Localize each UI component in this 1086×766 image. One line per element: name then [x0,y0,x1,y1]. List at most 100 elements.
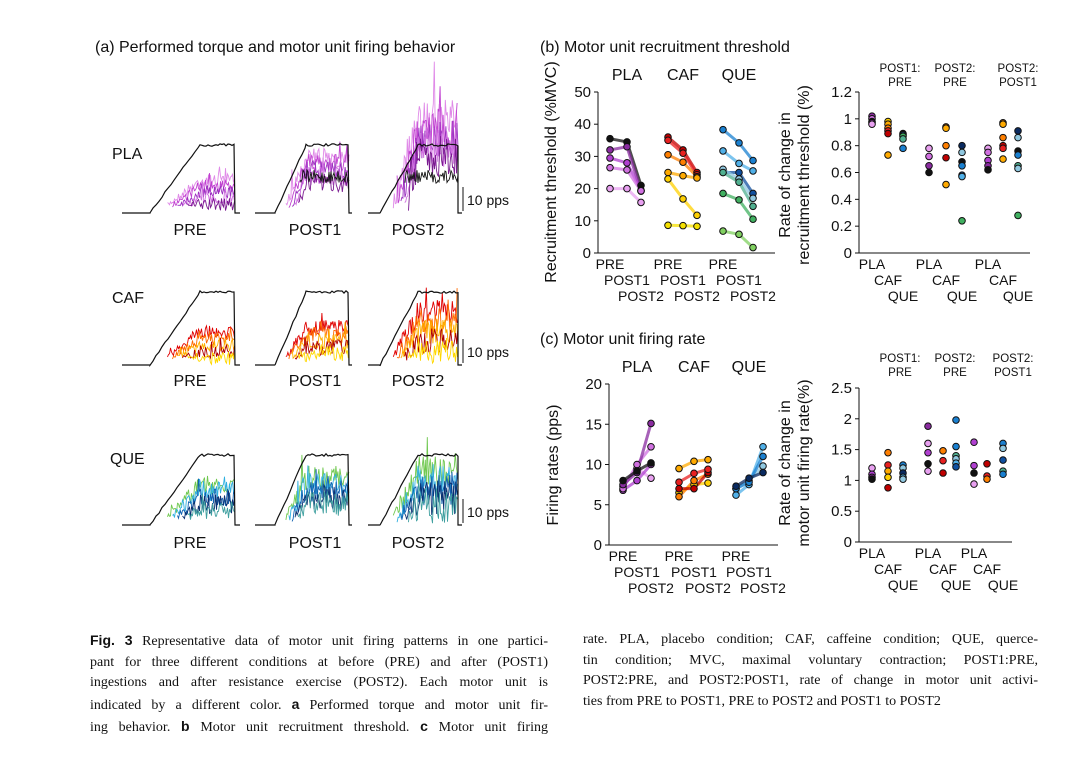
x-tick-label: PRE [654,256,683,272]
scale-bar-label: 10 pps [467,344,509,360]
data-point [999,120,1007,128]
x-tick-label: POST2 [628,580,674,596]
data-point [679,158,687,166]
data-point [749,156,757,165]
caption-line: indicated by a different color. a Perfor… [90,694,548,717]
caption-text: ingestions and after resistance exercise… [90,675,548,690]
data-point [899,475,907,483]
data-point [679,195,687,203]
caption-bold-label: b [181,718,190,734]
motor-unit-trace [404,328,459,361]
x-tick-label: CAF [929,561,957,577]
data-point [952,416,960,424]
group-header: PRE [888,77,912,89]
x-tick-label: POST1 [726,564,772,580]
data-point [999,470,1007,479]
data-point [732,482,740,491]
x-tick-label: PLA [961,545,988,561]
y-tick-label: 2.5 [831,380,852,397]
x-tick-label: POST2 [685,580,731,596]
data-point [999,144,1007,153]
data-point [868,475,876,483]
group-header: POST2: [935,353,976,365]
data-point [606,146,614,154]
data-point [970,480,978,488]
motor-unit-trace [408,136,458,211]
panel-c-title: (c) Motor unit firing rate [540,331,705,348]
data-point [939,469,947,477]
y-tick-label: 0 [583,245,591,262]
data-point [999,133,1007,142]
group-label: PLA [612,67,643,84]
caption-left-column: Fig. 3 Representative data of motor unit… [90,630,548,739]
group-header: POST1: [880,63,921,75]
data-point [924,448,932,457]
group-label: QUE [722,67,757,84]
y-tick-label: 20 [585,376,602,393]
data-point [952,463,960,471]
y-tick-label: 20 [574,181,591,198]
data-point [693,211,701,220]
caption-text: Motor unit recruitment threshold. [189,720,421,735]
data-point [749,243,757,252]
x-tick-label: POST1 [671,564,717,580]
y-tick-label: 0 [844,245,852,262]
data-point [999,444,1007,453]
data-point [884,483,892,492]
group-header: PRE [943,77,967,89]
data-point [958,148,966,157]
data-point [999,155,1007,163]
group-header: POST1 [999,77,1037,89]
caption-text: indicated by a different color. [90,697,292,713]
data-point [719,227,727,235]
motor-unit-trace [297,344,349,363]
x-tick-label: PRE [609,548,638,564]
motor-unit-trace [294,157,349,206]
data-point [633,476,641,485]
torque-trace [122,289,240,368]
group-header: POST2: [998,63,1039,75]
y-tick-label: 30 [574,148,591,165]
panel-c-rate-chart: 0 0.5 1 1.5 2 2.5 Rate of change in motor unit … [777,353,1033,593]
x-tick-label: PLA [859,256,886,272]
x-tick-label: POST1 [660,272,706,288]
data-point [693,174,701,182]
data-point [719,125,727,134]
data-point [735,168,743,177]
data-point [1014,164,1022,173]
motor-unit-trace [285,312,350,357]
y-tick-label: 0.4 [831,191,852,208]
x-tick-label: CAF [874,561,902,577]
motor-unit-trace [182,490,235,520]
data-point [690,476,698,485]
caption-bold-label: c [420,718,428,734]
data-point [675,484,683,493]
session-label: PRE [174,373,207,390]
torque-trace [255,452,352,526]
data-point [924,422,932,430]
data-point [924,467,932,475]
torque-trace [368,143,462,214]
caption-line: tin condition; MVC, maximal voluntary co… [583,651,1038,672]
data-point [868,464,876,472]
data-point [647,419,655,428]
motor-unit-trace [167,324,235,358]
data-point [924,459,932,468]
data-point [647,474,655,482]
data-point [939,456,947,465]
data-point [958,161,966,170]
caption-text: tin condition; MVC, maximal voluntary co… [583,652,1038,668]
data-point [647,442,655,451]
data-point [719,147,727,155]
group-header: PRE [888,367,912,379]
data-point [759,442,767,451]
data-point [970,469,978,477]
data-point [693,222,701,231]
data-point [925,161,933,170]
group-label: CAF [667,67,699,84]
data-point [1014,211,1022,220]
data-point [690,484,698,493]
x-tick-label: POST2 [730,288,776,304]
torque-trace [122,143,240,214]
